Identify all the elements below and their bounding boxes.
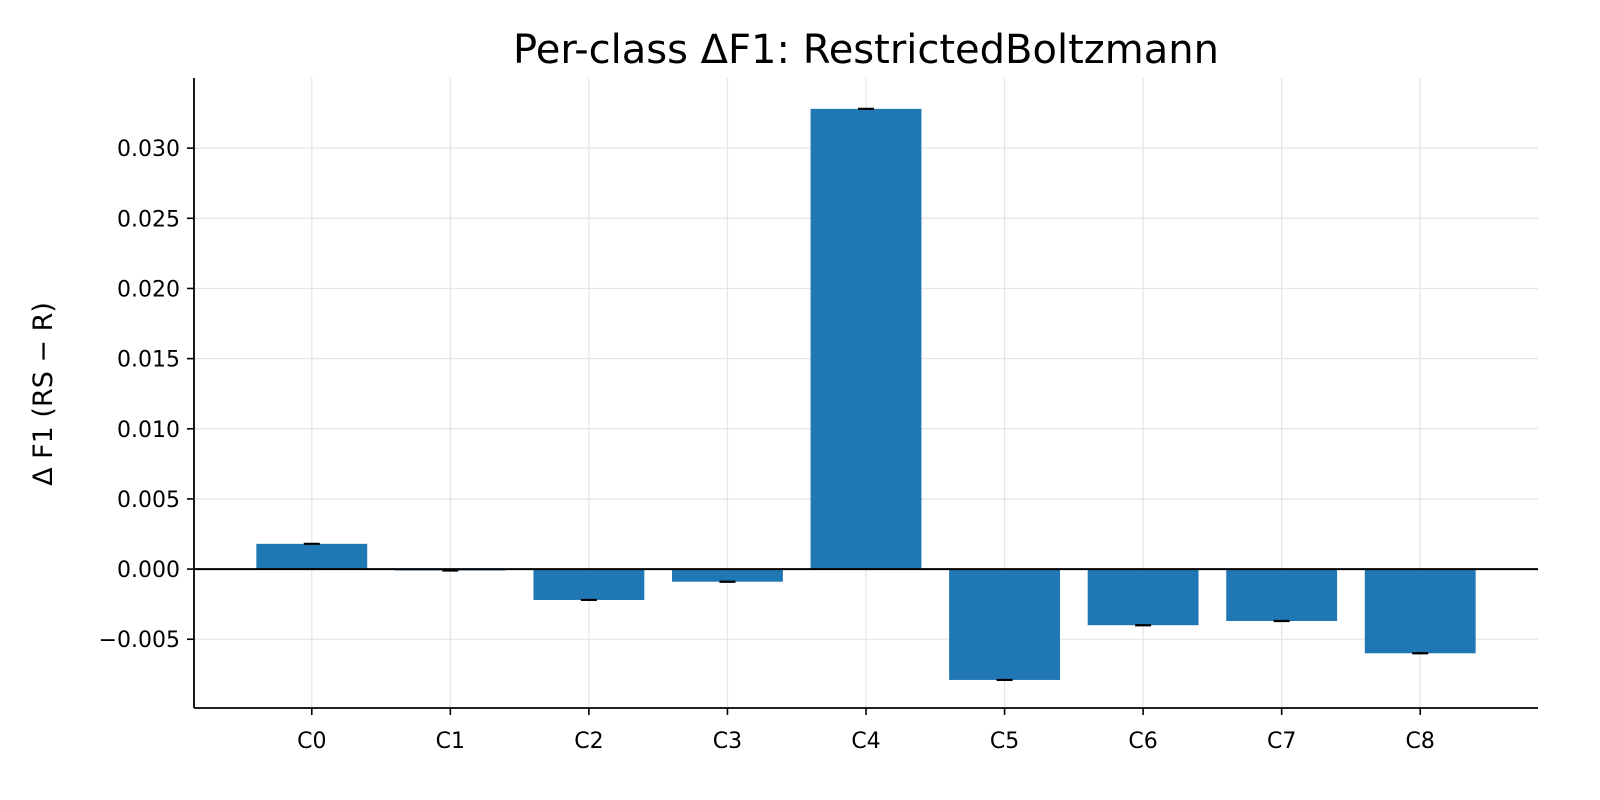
y-tick-label: 0.005: [117, 488, 180, 513]
bar-C3: [672, 569, 783, 582]
x-tick-label: C1: [436, 729, 465, 754]
x-ticks: C0 C1 C2 C3 C4 C5 C6 C7 C8: [297, 708, 1435, 754]
bar-C0: [256, 543, 368, 570]
y-ticks: −0.005 0.000 0.005 0.010 0.015 0.020 0.025 0.03…: [99, 137, 194, 653]
y-tick-label: 0.010: [117, 418, 180, 443]
y-tick-label: 0.000: [117, 558, 180, 583]
x-tick-label: C8: [1406, 729, 1435, 754]
x-tick-label: C5: [990, 729, 1019, 754]
bar-C6: [1087, 569, 1199, 626]
bars: [256, 108, 1476, 680]
bar-C7: [1226, 569, 1338, 622]
x-tick-label: C7: [1267, 729, 1296, 754]
x-tick-label: C3: [713, 729, 742, 754]
bar-C5: [949, 569, 1060, 680]
x-tick-label: C4: [851, 729, 880, 754]
y-axis-label: Δ F1 (RS − R): [28, 302, 59, 486]
bar-C8: [1364, 569, 1476, 654]
x-tick-label: C6: [1128, 729, 1157, 754]
y-tick-label: 0.020: [117, 277, 180, 302]
y-tick-label: 0.030: [117, 137, 180, 162]
y-tick-label: −0.005: [99, 628, 180, 653]
x-tick-label: C0: [297, 729, 326, 754]
error-caps: [303, 107, 1429, 682]
y-tick-label: 0.025: [117, 207, 180, 232]
bar-C4: [810, 108, 922, 570]
x-tick-label: C2: [574, 729, 603, 754]
bar-C2: [533, 569, 645, 600]
y-tick-label: 0.015: [117, 348, 180, 373]
chart-title: Per-class ΔF1: RestrictedBoltzmann: [513, 27, 1219, 73]
